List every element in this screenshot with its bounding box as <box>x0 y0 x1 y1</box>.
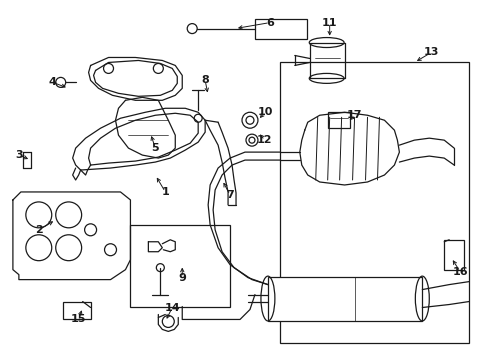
Text: 6: 6 <box>265 18 273 28</box>
Text: 5: 5 <box>151 143 159 153</box>
Bar <box>443 240 463 270</box>
Bar <box>62 302 90 319</box>
Text: 2: 2 <box>35 225 42 235</box>
Text: 3: 3 <box>15 150 22 160</box>
Text: 11: 11 <box>321 18 337 28</box>
Text: 13: 13 <box>423 48 438 58</box>
Bar <box>267 276 422 321</box>
Text: 16: 16 <box>451 267 467 276</box>
Text: 7: 7 <box>226 190 233 200</box>
Bar <box>279 62 468 343</box>
Text: 8: 8 <box>201 75 208 85</box>
Text: 12: 12 <box>257 135 272 145</box>
Text: 9: 9 <box>178 273 186 283</box>
Bar <box>327 112 349 128</box>
Text: 10: 10 <box>257 107 272 117</box>
Text: 4: 4 <box>49 77 57 87</box>
Bar <box>130 225 229 306</box>
Text: 15: 15 <box>71 314 86 324</box>
Text: 1: 1 <box>161 187 169 197</box>
Bar <box>254 19 306 39</box>
Text: 17: 17 <box>346 110 362 120</box>
Text: 14: 14 <box>164 302 180 312</box>
